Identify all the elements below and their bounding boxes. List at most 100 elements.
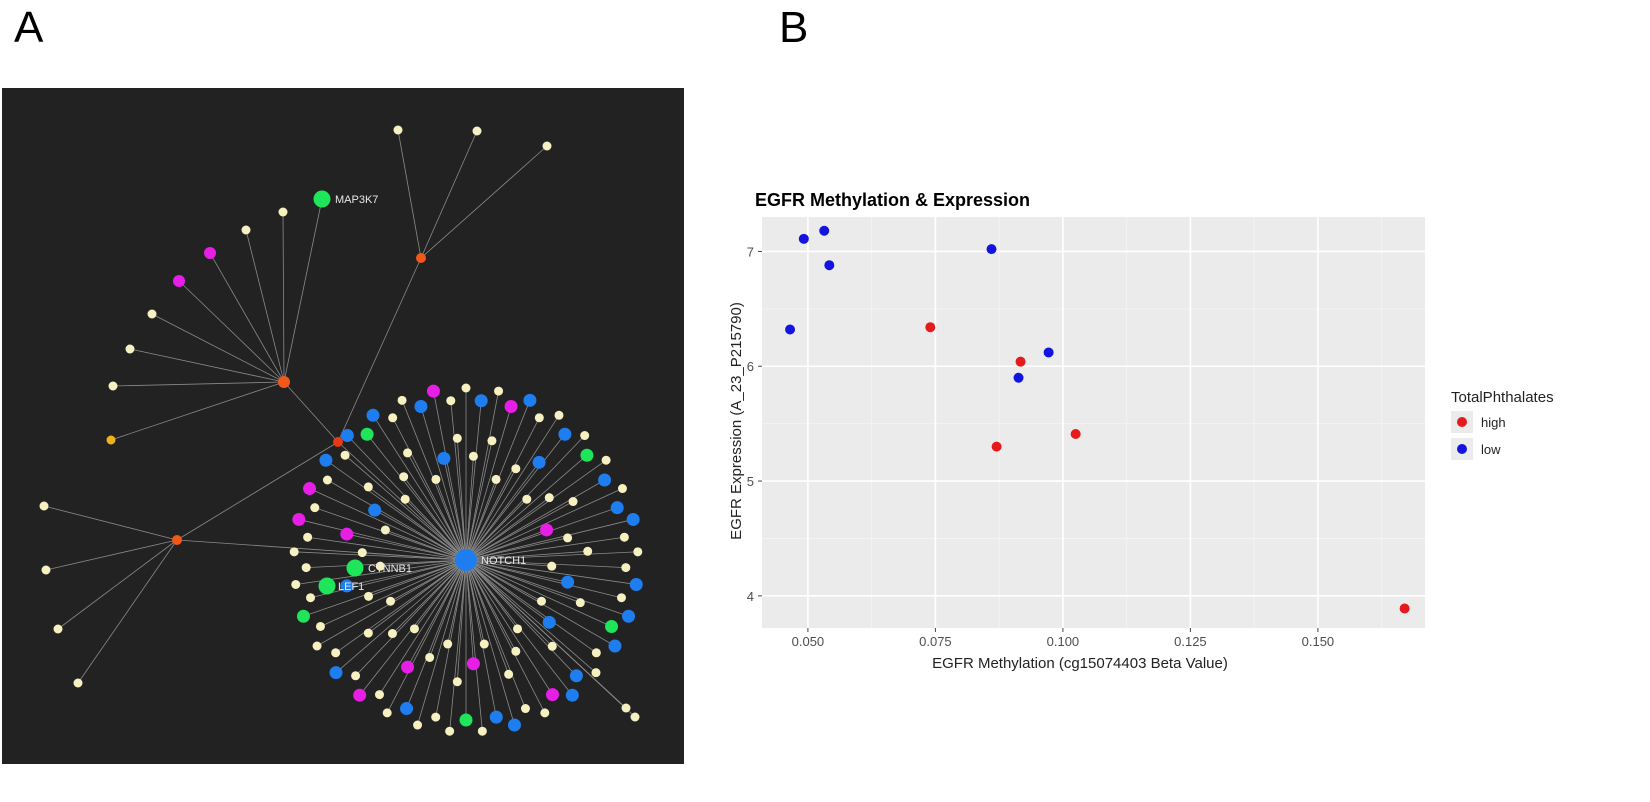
ring-node bbox=[534, 413, 544, 423]
ring-node bbox=[360, 427, 374, 441]
legend-label-high: high bbox=[1481, 415, 1506, 430]
label-lef1: LEF1 bbox=[338, 581, 364, 593]
ring-node bbox=[540, 523, 554, 537]
ring-node bbox=[468, 451, 478, 461]
leaf-node bbox=[204, 247, 216, 259]
ring-node bbox=[494, 386, 504, 396]
ring-node bbox=[507, 718, 521, 732]
ring-node bbox=[565, 688, 579, 702]
ring-node bbox=[617, 484, 627, 494]
network-nodes bbox=[39, 125, 643, 736]
label-map3k7: MAP3K7 bbox=[335, 194, 378, 206]
data-point-low bbox=[1043, 347, 1054, 358]
network-edge bbox=[465, 400, 482, 561]
network-panel: MAP3K7 CTNNB1 LEF1 NOTCH1 bbox=[2, 88, 684, 764]
data-point-high bbox=[1070, 428, 1081, 439]
network-edge bbox=[110, 381, 285, 441]
ring-node bbox=[591, 668, 601, 678]
ring-node bbox=[522, 494, 532, 504]
network-edge bbox=[346, 533, 467, 561]
ring-node bbox=[558, 427, 572, 441]
ring-node bbox=[310, 503, 320, 513]
data-point-low bbox=[824, 260, 835, 271]
network-edge bbox=[465, 559, 550, 623]
ring-node bbox=[443, 639, 453, 649]
network-edge bbox=[298, 519, 467, 561]
network-edge bbox=[420, 145, 548, 259]
map3k7-node bbox=[313, 190, 331, 208]
ring-node bbox=[477, 726, 487, 736]
data-point-high bbox=[1399, 603, 1410, 614]
ring-node bbox=[532, 455, 546, 469]
ring-node bbox=[459, 713, 473, 727]
x-tick-label: 0.150 bbox=[1302, 634, 1335, 649]
ring-node bbox=[425, 652, 435, 662]
data-point-low bbox=[819, 225, 830, 236]
legend-label-low: low bbox=[1481, 442, 1501, 457]
network-edge bbox=[465, 415, 560, 561]
lef1-node bbox=[318, 577, 336, 595]
ring-node bbox=[409, 624, 419, 634]
data-point-high bbox=[991, 441, 1002, 452]
network-edge bbox=[456, 559, 467, 682]
ring-node bbox=[437, 451, 451, 465]
axis-ticks: 0.050 0.075 0.100 0.125 0.150 4 5 6 7 bbox=[747, 244, 1334, 649]
ring-node bbox=[414, 399, 428, 413]
network-edge bbox=[465, 559, 483, 732]
network-edge bbox=[178, 280, 285, 383]
legend-title: TotalPhthalates bbox=[1451, 389, 1554, 406]
ring-node bbox=[303, 532, 313, 542]
ring-node bbox=[296, 609, 310, 623]
network-edge bbox=[346, 559, 467, 587]
network-edge bbox=[465, 498, 528, 561]
ring-node bbox=[591, 648, 601, 658]
ring-node bbox=[619, 532, 629, 542]
ring-node bbox=[605, 619, 619, 633]
ring-node bbox=[366, 408, 380, 422]
ring-node bbox=[363, 628, 373, 638]
junction-node bbox=[278, 376, 290, 388]
legend-key-low bbox=[1457, 444, 1467, 454]
ring-node bbox=[445, 726, 455, 736]
ring-node bbox=[353, 688, 367, 702]
network-edge bbox=[392, 559, 467, 634]
x-tick-label: 0.100 bbox=[1047, 634, 1080, 649]
junction-node bbox=[333, 437, 343, 447]
network-edge bbox=[465, 433, 566, 561]
leaf-node bbox=[278, 207, 288, 217]
network-edge bbox=[303, 559, 467, 617]
network-edges bbox=[43, 129, 638, 732]
ring-node bbox=[621, 563, 631, 573]
data-point-low bbox=[785, 324, 796, 335]
ring-node bbox=[364, 591, 374, 601]
network-edge bbox=[465, 550, 588, 561]
grid-major bbox=[762, 217, 1425, 628]
ring-node bbox=[374, 690, 384, 700]
network-edge bbox=[420, 130, 478, 259]
leaf-node bbox=[41, 565, 51, 575]
ring-node bbox=[583, 546, 593, 556]
ring-node bbox=[331, 648, 341, 658]
ring-node bbox=[403, 448, 413, 458]
network-edge bbox=[465, 559, 636, 718]
network-edge bbox=[465, 459, 607, 561]
network-edge bbox=[465, 468, 517, 561]
network-edge bbox=[335, 559, 467, 673]
ring-node bbox=[540, 708, 550, 718]
network-edge bbox=[385, 529, 467, 561]
plot-background bbox=[762, 217, 1425, 628]
network-edge bbox=[465, 559, 552, 567]
ring-node bbox=[633, 547, 643, 557]
legend-key-high bbox=[1457, 417, 1467, 427]
ring-node bbox=[452, 677, 462, 687]
network-edge bbox=[465, 559, 546, 714]
network-edge bbox=[368, 559, 467, 597]
ring-node bbox=[563, 533, 573, 543]
ring-node bbox=[426, 384, 440, 398]
network-edge bbox=[465, 559, 612, 627]
y-axis-label: EGFR Expression (A_23_P215790) bbox=[728, 302, 745, 540]
ring-node bbox=[474, 394, 488, 408]
ring-node bbox=[487, 436, 497, 446]
network-edge bbox=[465, 559, 629, 617]
